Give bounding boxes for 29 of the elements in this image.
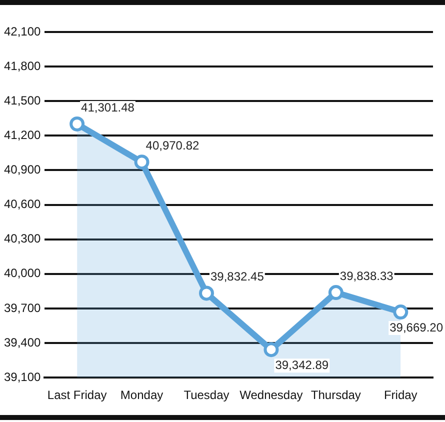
x-tick-label: Wednesday	[240, 388, 303, 402]
x-tick-label: Tuesday	[184, 388, 230, 402]
y-tick-label: 39,700	[4, 300, 42, 315]
y-tick-label: 40,600	[4, 197, 42, 212]
point	[328, 285, 344, 300]
y-tick-label: 40,000	[4, 266, 42, 280]
y-tick-label: 42,100	[4, 24, 42, 38]
y-tick-label: 41,800	[4, 58, 42, 73]
y-tick-label: 40,900	[4, 162, 42, 177]
data-label: 39,838.33	[340, 268, 394, 283]
point	[264, 342, 279, 358]
y-tick-label: 41,200	[4, 128, 42, 142]
x-tick-label: Thursday	[310, 388, 361, 402]
x-tick-label: Monday	[120, 388, 164, 402]
y-tick-label: 40,300	[4, 232, 42, 246]
data-label: 39,669.20	[390, 320, 444, 334]
y-tick-label: 39,100	[4, 370, 42, 384]
data-label: 39,832.45	[210, 270, 264, 284]
point	[198, 286, 214, 301]
data-label: 39,342.89	[275, 358, 329, 372]
x-tick-label: Last Friday	[47, 388, 107, 402]
y-tick-label: 41,500	[4, 93, 42, 108]
point	[70, 116, 85, 132]
data-label: 40,970.82	[146, 138, 200, 152]
point	[134, 154, 150, 170]
x-tick-label: Friday	[384, 388, 418, 402]
data-label: 41,301.48	[81, 100, 135, 114]
point	[393, 304, 408, 320]
y-tick-label: 39,400	[4, 335, 42, 350]
